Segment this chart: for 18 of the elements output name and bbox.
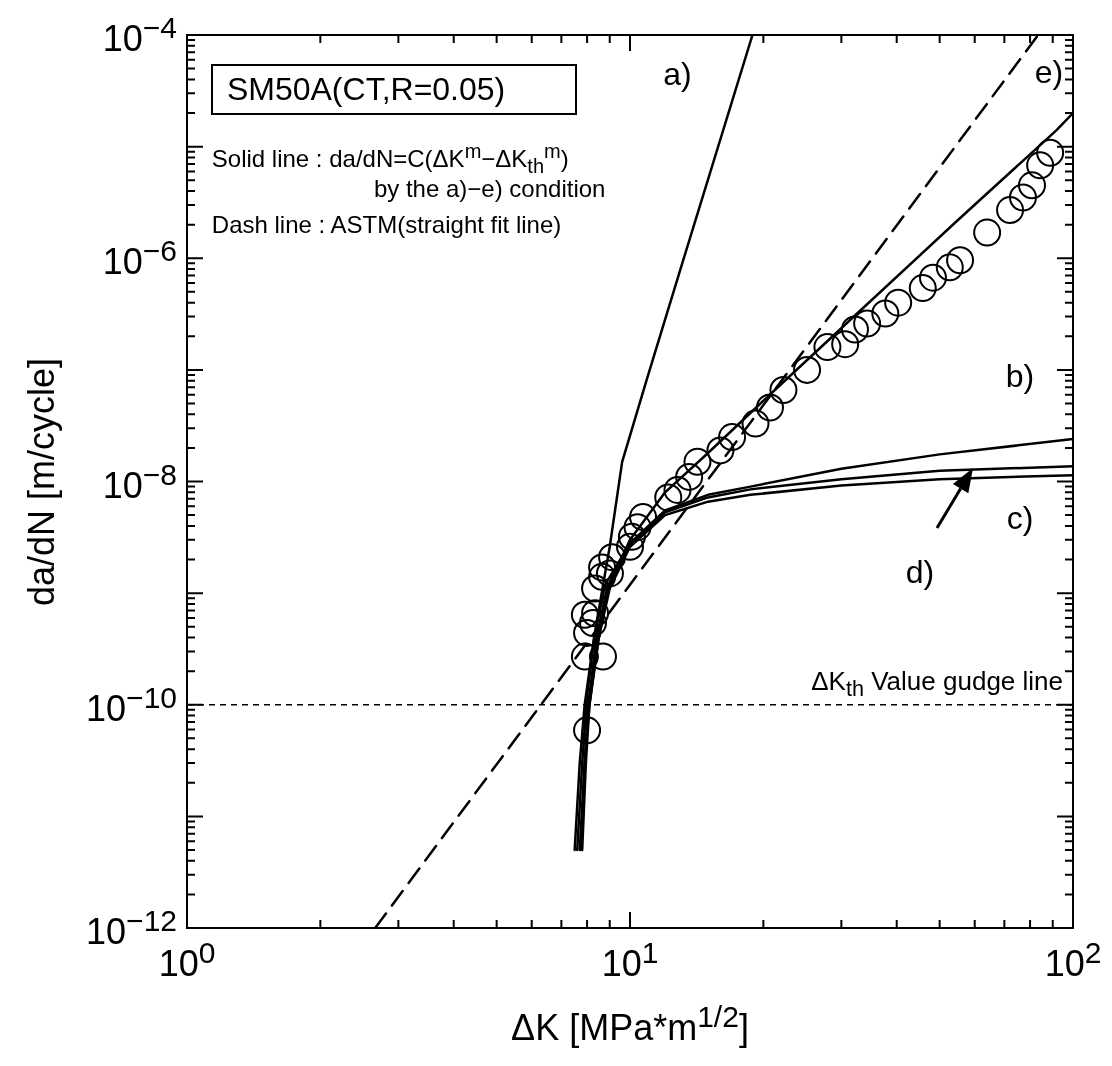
y-tick-label: 10$^{−10}$	[86, 680, 177, 729]
y-tick-label: 10$^{−6}$	[102, 234, 177, 283]
legend-label: d)	[905, 554, 935, 591]
x-tick-label: 10$^{2}$	[1044, 936, 1102, 984]
x-axis-title: ΔK [MPa*m$^{1/2}$]	[511, 1000, 749, 1048]
annotation: Dash line : ASTM(straight fit line)	[211, 210, 562, 239]
series-label: a)	[663, 56, 692, 93]
ref-line-label: ΔK$_{th}$ Value gudge line	[811, 665, 1063, 701]
y-tick-label: 10$^{−4}$	[102, 11, 177, 60]
x-tick-label: 10$^{1}$	[601, 936, 659, 984]
annotation: SM50A(CT,R=0.05)	[210, 63, 578, 115]
annotation: by the a)−e) condition	[373, 175, 606, 203]
legend-label: c)	[1006, 500, 1034, 537]
y-axis-title: da/dN [m/cycle]	[21, 357, 63, 606]
annotation: Solid line : da/dN=C(ΔK$^{m}$−ΔK$_{th}$$^{m}$)	[211, 140, 569, 178]
legend-label: e)	[1034, 54, 1064, 91]
legend-label: b)	[1005, 358, 1035, 395]
y-tick-label: 10$^{−8}$	[102, 457, 177, 506]
